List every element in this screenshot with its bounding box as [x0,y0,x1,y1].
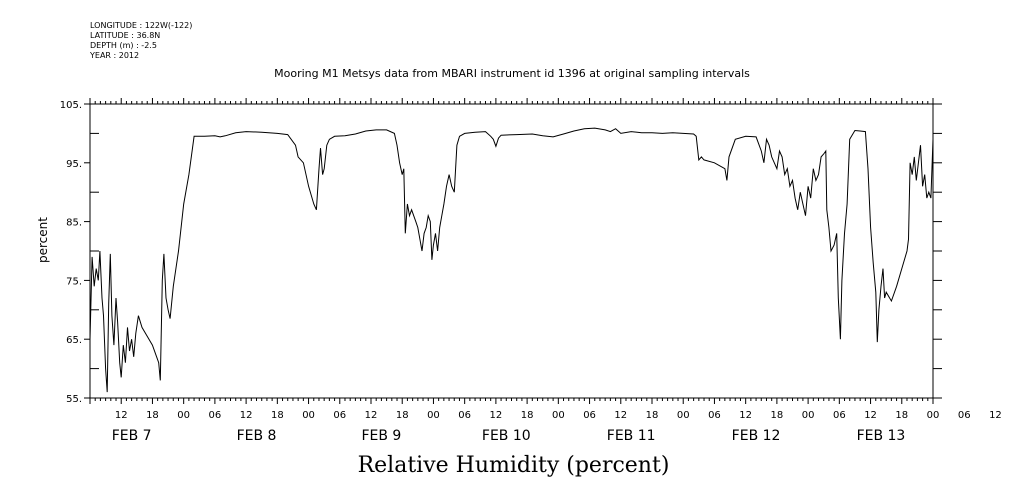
x-day-label: FEB 13 [857,428,906,444]
x-tick-label: 06 [583,410,596,421]
x-tick-label: 18 [646,410,659,421]
x-tick-label: 06 [958,410,971,421]
x-tick-label: 06 [209,410,222,421]
x-tick-label: 00 [677,410,690,421]
x-tick-label: 18 [771,410,784,421]
x-tick-label: 12 [115,410,128,421]
x-day-label: FEB 8 [237,428,277,444]
x-tick-label: 00 [302,410,315,421]
x-tick-label: 06 [833,410,846,421]
x-tick-label: 18 [146,410,159,421]
chart-title: Mooring M1 Metsys data from MBARI instru… [274,67,750,80]
x-tick-label: 12 [240,410,253,421]
x-day-label: FEB 10 [482,428,531,444]
series-line [89,127,934,393]
latitude-text: LATITUDE : 36.8N [90,31,161,40]
metadata-block: LONGITUDE : 122W(-122) LATITUDE : 36.8N … [90,21,192,61]
plot-frame [89,103,934,399]
x-tick-label: 12 [614,410,627,421]
x-day-label: FEB 9 [361,428,401,444]
depth-text: DEPTH (m) : -2.5 [90,41,157,50]
y-tick-label: 105. [60,100,82,111]
x-tick-label: 00 [927,410,940,421]
x-tick-label: 18 [396,410,409,421]
longitude-text: LONGITUDE : 122W(-122) [90,21,193,30]
year-text: YEAR : 2012 [90,51,140,60]
x-day-label: FEB 11 [607,428,656,444]
y-tick-label: 85. [66,218,82,229]
x-tick-label: 00 [802,410,815,421]
x-tick-label: 00 [427,410,440,421]
x-day-label: FEB 12 [732,428,781,444]
y-tick-label: 55. [66,394,82,405]
x-tick-label: 18 [271,410,284,421]
y-tick-label: 95. [66,159,82,170]
x-tick-label: 18 [521,410,534,421]
y-tick-label: 65. [66,335,82,346]
x-tick-label: 12 [989,410,1002,421]
x-tick-label: 00 [552,410,565,421]
x-day-label: FEB 7 [112,428,152,444]
x-tick-label: 06 [333,410,346,421]
x-tick-label: 06 [458,410,471,421]
x-tick-label: 12 [365,410,378,421]
x-tick-label: 00 [177,410,190,421]
x-tick-label: 12 [864,410,877,421]
x-tick-label: 06 [708,410,721,421]
x-tick-label: 12 [490,410,503,421]
x-tick-label: 18 [895,410,908,421]
chart-caption: Relative Humidity (percent) [357,453,670,478]
x-tick-label: 12 [739,410,752,421]
y-tick-label: 75. [66,276,82,287]
